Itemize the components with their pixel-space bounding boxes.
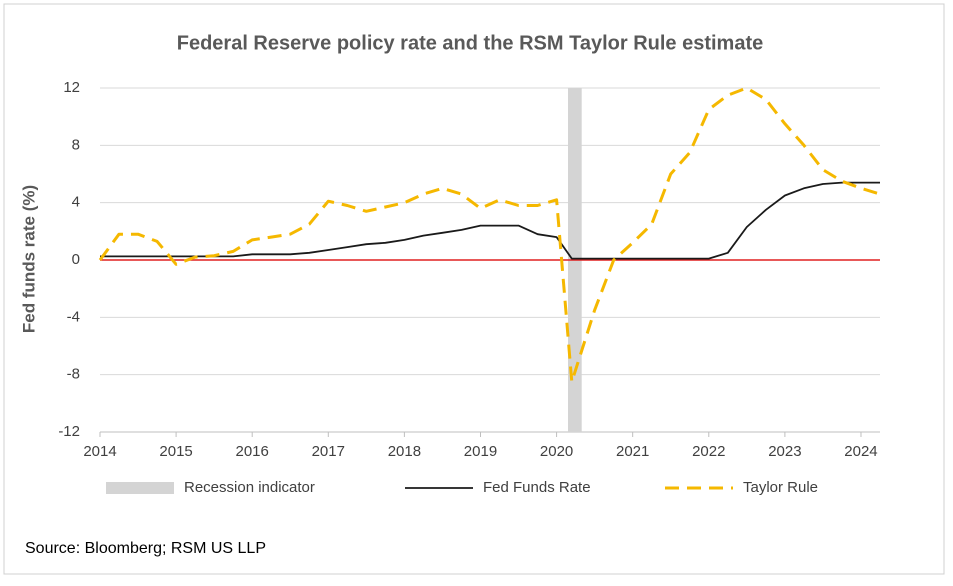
- x-tick-label: 2022: [692, 443, 725, 460]
- x-tick-label: 2020: [540, 443, 573, 460]
- x-tick-label: 2016: [236, 443, 269, 460]
- series-line: [98, 86, 881, 384]
- x-tick-label: 2015: [159, 443, 192, 460]
- legend-label: Recession indicator: [184, 479, 315, 496]
- y-tick-label: -8: [67, 366, 80, 383]
- series-line: [100, 181, 880, 260]
- x-tick-label: 2024: [844, 443, 877, 460]
- y-tick-label: -4: [67, 308, 80, 325]
- x-tick-label: 2019: [464, 443, 497, 460]
- y-tick-label: -12: [58, 423, 80, 440]
- x-tick-label: 2017: [312, 443, 345, 460]
- y-tick-label: 12: [63, 79, 80, 96]
- y-tick-label: 0: [72, 251, 80, 268]
- legend-swatch: [106, 482, 174, 494]
- x-tick-label: 2018: [388, 443, 421, 460]
- y-tick-label: 4: [72, 194, 80, 211]
- x-tick-label: 2021: [616, 443, 649, 460]
- x-tick-label: 2023: [768, 443, 801, 460]
- frame: [3, 3, 945, 575]
- y-axis-label: Fed funds rate (%): [19, 185, 38, 333]
- legend-label: Taylor Rule: [743, 479, 818, 496]
- source-note: Source: Bloomberg; RSM US LLP: [25, 540, 266, 557]
- x-tick-label: 2014: [83, 443, 116, 460]
- chart-title: Federal Reserve policy rate and the RSM …: [177, 32, 764, 54]
- legend-label: Fed Funds Rate: [483, 479, 591, 496]
- y-tick-label: 8: [72, 136, 80, 153]
